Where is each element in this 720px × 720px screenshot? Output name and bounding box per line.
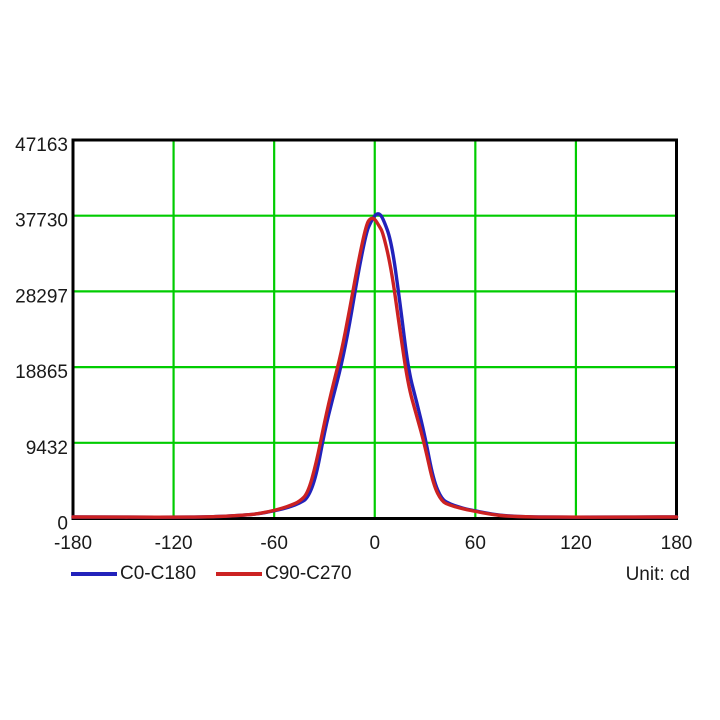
- series-curve-c90-c270: [71, 216, 679, 519]
- y-tick-label: 28297: [15, 286, 68, 307]
- x-tick-label: -120: [155, 533, 193, 554]
- legend-label-c90-c270: C90-C270: [265, 563, 352, 584]
- y-tick-label: 9432: [26, 438, 68, 459]
- legend: C0-C180 C90-C270: [0, 563, 720, 585]
- unit-label: Unit: cd: [625, 564, 690, 585]
- y-tick-label: 0: [57, 514, 68, 535]
- x-tick-label: 0: [369, 533, 380, 554]
- y-tick-label: 47163: [15, 135, 68, 156]
- x-tick-label: -60: [260, 533, 287, 554]
- legend-item-c0-c180: C0-C180: [71, 563, 196, 585]
- x-tick-label: -180: [54, 533, 92, 554]
- c90-c270-line-swatch: [216, 572, 262, 576]
- c0-c180-line-swatch: [71, 572, 117, 576]
- legend-label-c0-c180: C0-C180: [120, 563, 197, 584]
- curves: [71, 212, 679, 519]
- x-tick-label: 60: [465, 533, 486, 554]
- y-tick-label: 37730: [15, 211, 68, 232]
- x-axis-tick-labels: -180 -120 -60 0 60 120 180: [54, 533, 692, 554]
- x-tick-label: 180: [661, 533, 693, 554]
- plot-border: [71, 138, 678, 520]
- legend-item-c90-c270: C90-C270: [216, 563, 352, 585]
- y-tick-label: 18865: [15, 362, 68, 383]
- y-axis-tick-labels: 47163 37730 28297 18865 9432 0: [15, 135, 68, 535]
- x-tick-label: 120: [560, 533, 592, 554]
- gridlines: [73, 140, 677, 519]
